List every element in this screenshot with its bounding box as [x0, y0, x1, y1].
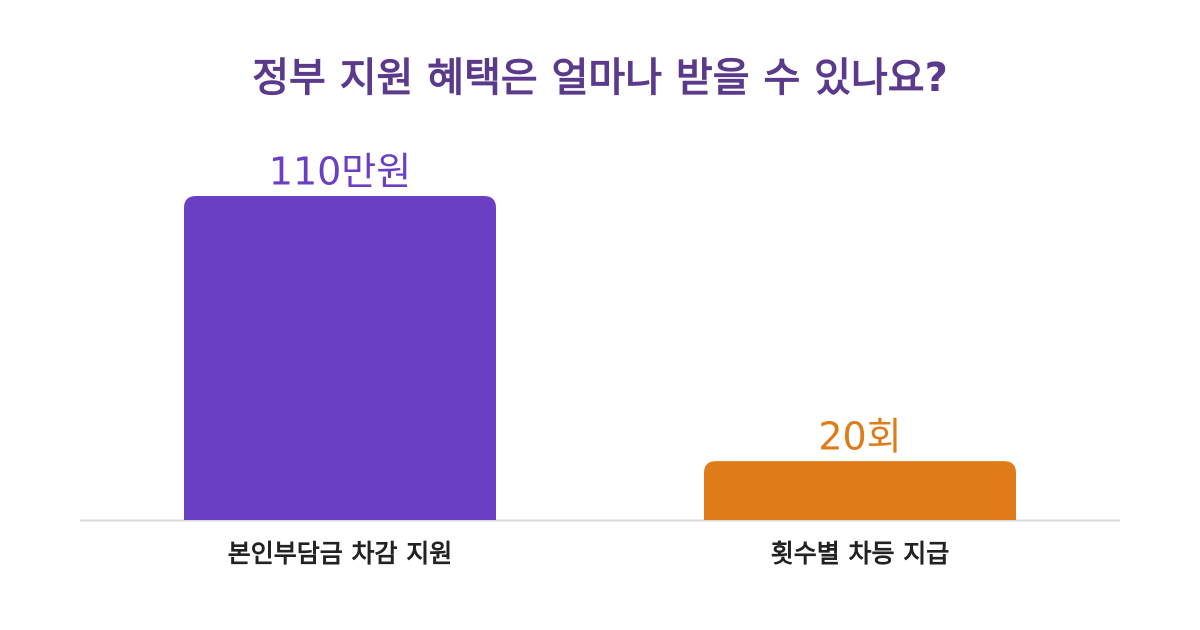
bar — [704, 461, 1016, 520]
chart-title: 정부 지원 혜택은 얼마나 받을 수 있나요? — [252, 55, 948, 101]
value-label: 110만원 — [269, 150, 411, 194]
x-tick-label: 본인부담금 차감 지원 — [228, 539, 452, 568]
bar — [184, 196, 496, 520]
x-tick-label: 횟수별 차등 지급 — [771, 539, 949, 568]
value-label: 20회 — [818, 415, 901, 459]
